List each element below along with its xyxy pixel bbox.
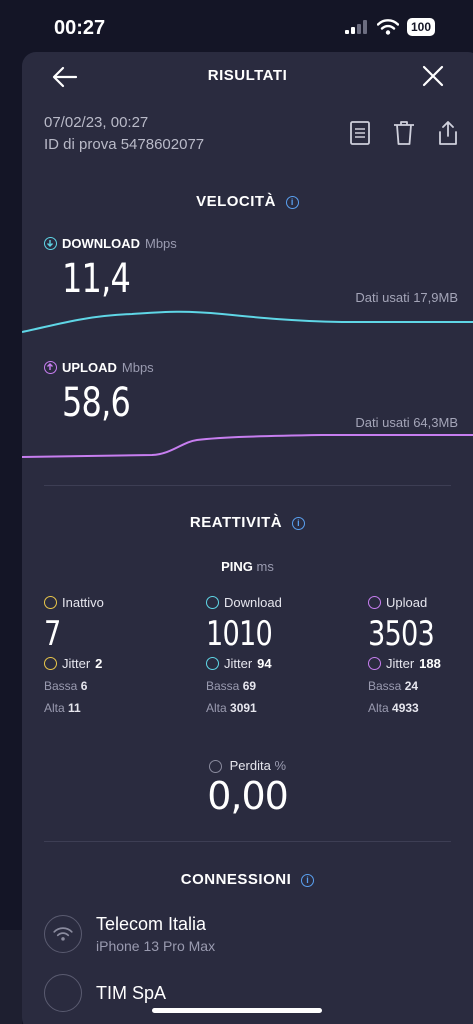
upload-low-label: Bassa bbox=[368, 679, 402, 693]
idle-jitter-value: 2 bbox=[95, 656, 103, 671]
upload-graph bbox=[22, 434, 473, 458]
ping-download-label: Download bbox=[224, 595, 282, 610]
idle-high-value: 11 bbox=[68, 701, 81, 715]
connection-item[interactable]: TIM SpA bbox=[44, 974, 166, 1012]
upload-arrow-icon bbox=[44, 361, 57, 374]
download-ping-value: 1010 bbox=[206, 614, 273, 654]
server-connection-icon bbox=[44, 974, 82, 1012]
test-date: 07/02/23, 00:27 bbox=[44, 114, 149, 131]
connections-section-title: CONNESSIONI i bbox=[22, 871, 473, 888]
packet-loss-label: Perdita % bbox=[22, 758, 473, 774]
ping-label: PING ms bbox=[22, 559, 473, 574]
upload-data-used: Dati usati 64,3MB bbox=[355, 415, 458, 430]
battery-icon: 100 bbox=[406, 18, 435, 36]
speed-section-title: VELOCITÀ i bbox=[22, 193, 473, 210]
idle-label: Inattivo bbox=[62, 595, 104, 610]
download-data-used: Dati usati 17,9MB bbox=[355, 290, 458, 305]
upload-jitter-icon bbox=[368, 657, 381, 670]
test-id: ID di prova 5478602077 bbox=[44, 136, 205, 153]
trash-icon[interactable] bbox=[392, 120, 416, 146]
speed-title-text: VELOCITÀ bbox=[196, 193, 276, 210]
connections-title-text: CONNESSIONI bbox=[180, 871, 292, 888]
ping-unit: ms bbox=[256, 559, 274, 574]
ping-upload-column: Upload 3503 Jitter 188 Bassa 24 Alta 493… bbox=[368, 595, 473, 715]
packet-loss-icon bbox=[208, 760, 222, 774]
status-time: 00:27 bbox=[54, 17, 106, 39]
idle-jitter-icon bbox=[44, 657, 57, 670]
download-high-label: Alta bbox=[206, 701, 227, 715]
download-value: 11,4 bbox=[62, 256, 131, 302]
upload-label-text: UPLOAD bbox=[62, 360, 117, 375]
idle-jitter-label: Jitter bbox=[62, 656, 91, 671]
download-low-label: Bassa bbox=[206, 679, 240, 693]
download-arrow-icon bbox=[44, 237, 57, 250]
status-icons: 100 bbox=[344, 18, 435, 36]
idle-low-value: 6 bbox=[80, 679, 88, 693]
signal-icon bbox=[344, 20, 367, 34]
download-graph bbox=[22, 310, 473, 333]
packet-loss-label-text: Perdita bbox=[229, 758, 271, 773]
download-high-value: 3091 bbox=[230, 701, 257, 715]
download-low-value: 69 bbox=[242, 679, 257, 693]
connection-name: TIM SpA bbox=[96, 982, 167, 1003]
back-arrow-icon[interactable] bbox=[50, 64, 80, 90]
ping-upload-icon bbox=[368, 596, 381, 609]
download-jitter-value: 94 bbox=[257, 656, 272, 671]
speed-info-icon[interactable]: i bbox=[285, 195, 299, 209]
upload-high-value: 4933 bbox=[392, 701, 419, 715]
results-sheet: RISULTATI 07/02/23, 00:27 ID di prova 54… bbox=[22, 52, 473, 1024]
responsiveness-info-icon[interactable]: i bbox=[292, 516, 306, 530]
ping-upload-label: Upload bbox=[386, 595, 428, 610]
divider bbox=[44, 841, 451, 842]
idle-icon bbox=[44, 596, 57, 609]
ping-download-column: Download 1010 Jitter 94 Bassa 69 Alta 30… bbox=[206, 595, 326, 715]
download-unit: Mbps bbox=[145, 236, 177, 251]
share-icon[interactable] bbox=[436, 120, 460, 146]
close-icon[interactable] bbox=[421, 64, 445, 88]
connection-item[interactable]: Telecom Italia iPhone 13 Pro Max bbox=[44, 914, 215, 954]
upload-unit: Mbps bbox=[121, 360, 154, 375]
document-icon[interactable] bbox=[348, 120, 372, 146]
upload-high-label: Alta bbox=[368, 701, 389, 715]
packet-loss-unit: % bbox=[274, 758, 286, 773]
download-label-text: DOWNLOAD bbox=[62, 236, 140, 251]
idle-ping-value: 7 bbox=[44, 614, 61, 654]
wifi-icon bbox=[376, 19, 399, 35]
connection-device: iPhone 13 Pro Max bbox=[96, 938, 216, 954]
home-indicator[interactable] bbox=[152, 1008, 322, 1013]
upload-low-value: 24 bbox=[404, 679, 419, 693]
download-jitter-icon bbox=[206, 657, 219, 670]
ping-label-text: PING bbox=[221, 559, 253, 574]
responsiveness-title-text: REATTIVITÀ bbox=[189, 514, 283, 531]
upload-jitter-value: 188 bbox=[419, 656, 441, 671]
background-strip bbox=[0, 930, 22, 1024]
ping-idle-column: Inattivo 7 Jitter 2 Bassa 6 Alta 11 bbox=[44, 595, 164, 715]
connection-name: Telecom Italia bbox=[96, 914, 207, 934]
upload-label: UPLOAD Mbps bbox=[44, 360, 154, 375]
page-title: RISULTATI bbox=[207, 67, 288, 84]
divider bbox=[44, 485, 451, 486]
wifi-connection-icon bbox=[44, 915, 82, 953]
download-jitter-label: Jitter bbox=[224, 656, 253, 671]
upload-jitter-label: Jitter bbox=[386, 656, 415, 671]
upload-value: 58,6 bbox=[62, 380, 131, 426]
responsiveness-section-title: REATTIVITÀ i bbox=[22, 514, 473, 531]
ping-download-icon bbox=[206, 596, 219, 609]
status-bar: 00:27 100 bbox=[0, 0, 473, 54]
idle-high-label: Alta bbox=[44, 701, 65, 715]
packet-loss-value: 0,00 bbox=[207, 774, 289, 818]
connections-info-icon[interactable]: i bbox=[301, 873, 315, 887]
download-label: DOWNLOAD Mbps bbox=[44, 236, 177, 251]
idle-low-label: Bassa bbox=[44, 679, 78, 693]
upload-ping-value: 3503 bbox=[368, 614, 435, 654]
